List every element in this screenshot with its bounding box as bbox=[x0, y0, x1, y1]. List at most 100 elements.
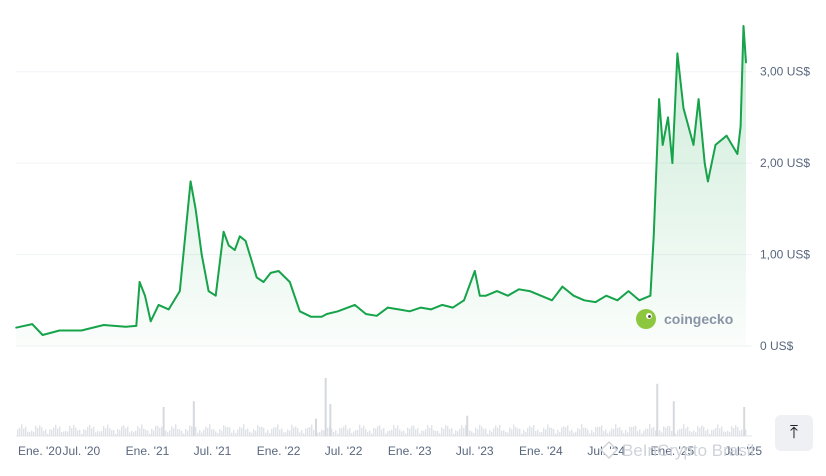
volume-bar bbox=[29, 431, 31, 436]
price-point bbox=[214, 294, 217, 297]
volume-bar bbox=[545, 429, 547, 436]
volume-bar bbox=[415, 429, 417, 436]
price-point bbox=[135, 325, 138, 327]
scroll-to-top-button[interactable]: ⤒ bbox=[775, 415, 813, 451]
volume-bar bbox=[645, 428, 647, 436]
volume-bar bbox=[127, 426, 129, 436]
volume-bar bbox=[533, 425, 535, 436]
volume-bar bbox=[517, 428, 519, 436]
volume-bar bbox=[705, 430, 707, 436]
volume-bar bbox=[531, 427, 533, 436]
volume-bar bbox=[91, 428, 93, 436]
volume-bar bbox=[205, 426, 207, 436]
volume-bar bbox=[583, 427, 585, 436]
volume-bar bbox=[165, 430, 167, 436]
price-point bbox=[692, 144, 695, 146]
volume-bar bbox=[551, 427, 553, 436]
volume-bar bbox=[123, 425, 125, 436]
volume-bar bbox=[237, 429, 239, 436]
price-point bbox=[288, 281, 291, 283]
volume-bar bbox=[179, 429, 181, 436]
volume-bar bbox=[339, 428, 341, 436]
volume-bar bbox=[733, 428, 735, 436]
volume-bar bbox=[45, 429, 47, 436]
volume-bar bbox=[737, 427, 739, 436]
volume-bar bbox=[651, 428, 653, 436]
volume-bar bbox=[255, 430, 257, 436]
volume-bar bbox=[249, 431, 251, 436]
volume-bar bbox=[275, 427, 277, 436]
volume-bar bbox=[129, 432, 131, 436]
price-point bbox=[397, 308, 400, 311]
volume-bar bbox=[603, 431, 605, 436]
volume-bar bbox=[149, 433, 151, 436]
volume-bar bbox=[241, 427, 243, 436]
volume-bar bbox=[581, 424, 583, 436]
price-point bbox=[194, 208, 197, 210]
volume-bar bbox=[707, 429, 709, 436]
volume-bar bbox=[151, 428, 153, 436]
volume-bar bbox=[695, 432, 697, 436]
volume-bar bbox=[719, 428, 721, 436]
volume-bar bbox=[217, 433, 219, 436]
volume-bar bbox=[571, 429, 573, 436]
volume-bar bbox=[679, 429, 681, 436]
volume-bar bbox=[655, 430, 657, 436]
volume-bar bbox=[615, 424, 617, 436]
volume-bar bbox=[201, 432, 203, 436]
volume-bar bbox=[175, 424, 177, 436]
volume-bar bbox=[515, 427, 517, 436]
volume-bar bbox=[441, 427, 443, 436]
volume-bar bbox=[363, 425, 365, 436]
volume-bar bbox=[101, 431, 103, 436]
volume-bar bbox=[501, 430, 503, 436]
volume-bar bbox=[27, 431, 29, 436]
volume-bar bbox=[227, 427, 229, 436]
price-point bbox=[277, 270, 280, 272]
volume-bar bbox=[639, 429, 641, 436]
x-tick-label: Ene. '24 bbox=[519, 444, 563, 458]
volume-bar bbox=[633, 426, 635, 436]
volume-bar bbox=[185, 428, 187, 436]
price-point bbox=[540, 294, 542, 297]
volume-bar bbox=[701, 425, 703, 436]
volume-bar bbox=[385, 433, 387, 436]
x-tick-label: Ene. '21 bbox=[126, 444, 170, 458]
volume-bar bbox=[663, 426, 665, 436]
volume-bar bbox=[727, 430, 729, 436]
volume-bar bbox=[295, 426, 297, 436]
volume-bar bbox=[589, 433, 591, 436]
price-point bbox=[207, 290, 210, 292]
price-point bbox=[658, 98, 660, 100]
volume-bar bbox=[199, 430, 201, 436]
x-tick-label: Ene. '25 bbox=[651, 444, 695, 458]
volume-bar bbox=[215, 431, 217, 436]
volume-bar bbox=[593, 432, 595, 436]
volume-bar bbox=[157, 425, 159, 436]
volume-bar bbox=[253, 429, 255, 436]
volume-bar bbox=[155, 425, 157, 436]
volume-bar bbox=[211, 429, 213, 436]
volume-bar bbox=[485, 428, 487, 436]
volume-bar bbox=[71, 428, 73, 436]
volume-bar bbox=[67, 431, 69, 436]
volume-bar bbox=[563, 426, 565, 436]
volume-bar bbox=[213, 428, 215, 436]
volume-bar bbox=[401, 431, 403, 436]
price-point bbox=[745, 61, 747, 64]
volume-bar bbox=[377, 426, 379, 436]
volume-bar bbox=[303, 433, 305, 436]
price-point bbox=[703, 162, 706, 164]
volume-bar bbox=[691, 432, 693, 436]
volume-bar bbox=[25, 426, 27, 436]
volume-bar bbox=[207, 427, 209, 436]
volume-bar bbox=[671, 430, 673, 436]
volume-bar bbox=[35, 425, 37, 436]
volume-bar bbox=[31, 430, 33, 436]
volume-bar bbox=[269, 433, 271, 436]
volume-bar bbox=[355, 430, 357, 436]
price-point bbox=[638, 299, 641, 302]
volume-bar bbox=[449, 429, 451, 436]
volume-bar bbox=[745, 429, 747, 436]
y-tick-label: 0 US$ bbox=[760, 339, 794, 353]
